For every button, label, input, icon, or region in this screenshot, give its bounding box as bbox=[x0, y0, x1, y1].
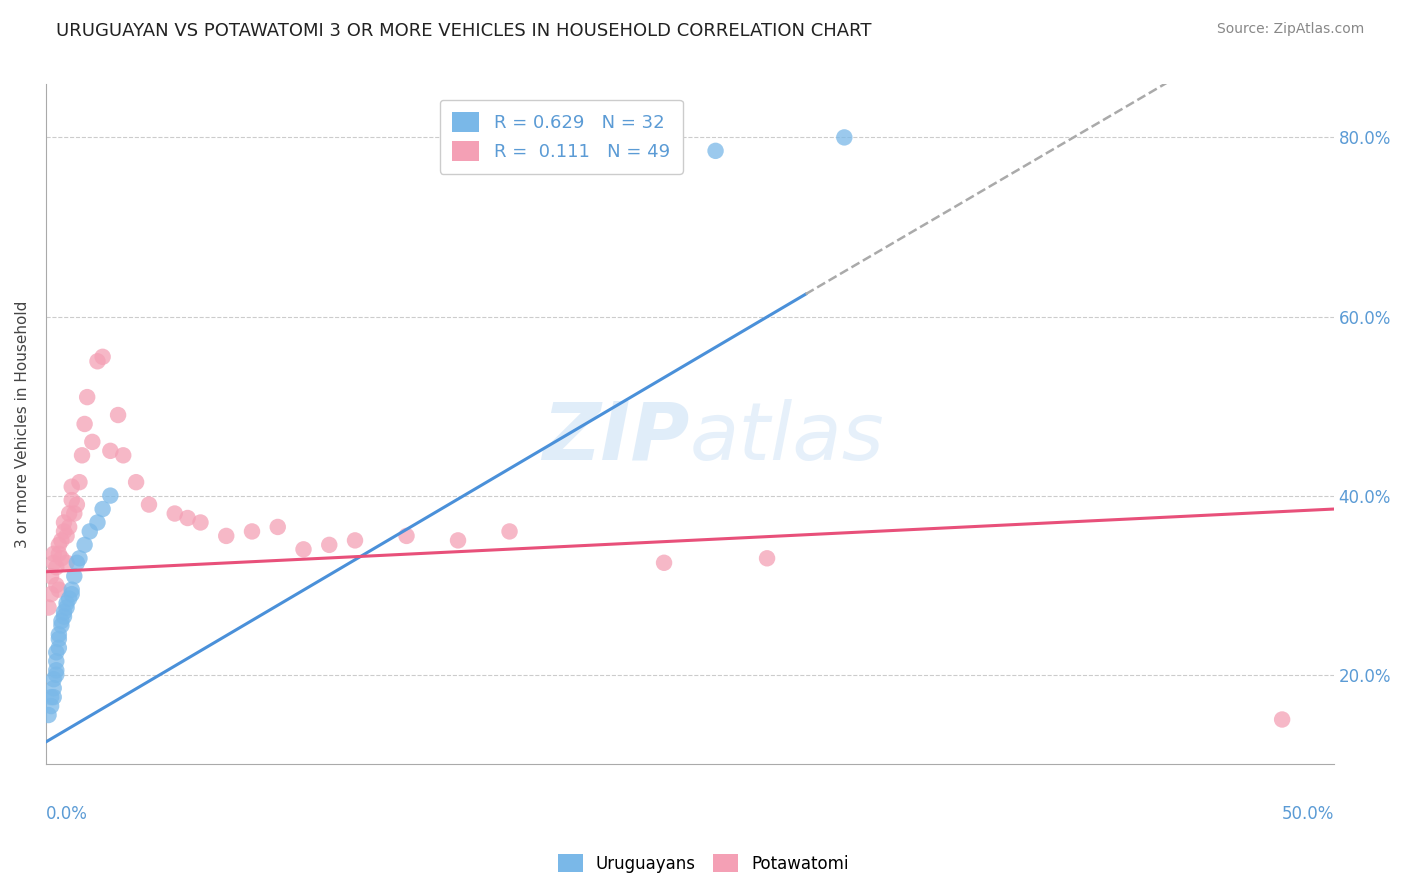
Text: Source: ZipAtlas.com: Source: ZipAtlas.com bbox=[1216, 22, 1364, 37]
Point bbox=[98, 489, 121, 503]
Point bbox=[292, 542, 315, 557]
Point bbox=[107, 408, 129, 422]
Point bbox=[60, 587, 83, 601]
Point bbox=[51, 551, 73, 566]
Point bbox=[51, 618, 73, 632]
Point bbox=[42, 681, 65, 695]
Point bbox=[60, 493, 83, 508]
Point bbox=[63, 569, 86, 583]
Point bbox=[190, 516, 212, 530]
Point bbox=[86, 354, 108, 368]
Text: URUGUAYAN VS POTAWATOMI 3 OR MORE VEHICLES IN HOUSEHOLD CORRELATION CHART: URUGUAYAN VS POTAWATOMI 3 OR MORE VEHICL… bbox=[56, 22, 872, 40]
Point bbox=[91, 502, 114, 516]
Point bbox=[60, 480, 83, 494]
Point bbox=[343, 533, 366, 548]
Point bbox=[51, 614, 73, 628]
Point bbox=[69, 551, 91, 566]
Point bbox=[73, 417, 96, 431]
Point bbox=[652, 556, 675, 570]
Point bbox=[55, 529, 77, 543]
Point bbox=[48, 547, 70, 561]
Point bbox=[38, 708, 60, 723]
Point bbox=[53, 605, 76, 619]
Point bbox=[42, 672, 65, 686]
Point bbox=[53, 609, 76, 624]
Text: 0.0%: 0.0% bbox=[46, 805, 87, 823]
Point bbox=[125, 475, 148, 490]
Y-axis label: 3 or more Vehicles in Household: 3 or more Vehicles in Household bbox=[15, 301, 30, 548]
Point bbox=[112, 448, 135, 462]
Point bbox=[215, 529, 238, 543]
Point bbox=[76, 390, 98, 404]
Point bbox=[82, 434, 104, 449]
Point bbox=[58, 520, 80, 534]
Point bbox=[66, 556, 89, 570]
Point bbox=[395, 529, 418, 543]
Point bbox=[45, 560, 67, 574]
Point bbox=[60, 582, 83, 597]
Point bbox=[66, 498, 89, 512]
Point bbox=[834, 130, 856, 145]
Point bbox=[53, 516, 76, 530]
Point bbox=[48, 582, 70, 597]
Legend: Uruguayans, Potawatomi: Uruguayans, Potawatomi bbox=[551, 847, 855, 880]
Point bbox=[45, 654, 67, 668]
Point bbox=[79, 524, 101, 539]
Point bbox=[55, 596, 77, 610]
Point bbox=[267, 520, 290, 534]
Point bbox=[48, 627, 70, 641]
Point bbox=[39, 587, 62, 601]
Point bbox=[42, 690, 65, 705]
Point bbox=[55, 600, 77, 615]
Point bbox=[53, 524, 76, 539]
Point bbox=[70, 448, 93, 462]
Point bbox=[39, 699, 62, 714]
Point bbox=[42, 556, 65, 570]
Point bbox=[163, 507, 186, 521]
Point bbox=[86, 516, 108, 530]
Point bbox=[138, 498, 160, 512]
Legend: R = 0.629   N = 32, R =  0.111   N = 49: R = 0.629 N = 32, R = 0.111 N = 49 bbox=[440, 100, 682, 174]
Point bbox=[55, 556, 77, 570]
Point bbox=[48, 632, 70, 646]
Point bbox=[498, 524, 520, 539]
Point bbox=[63, 507, 86, 521]
Point bbox=[48, 538, 70, 552]
Point bbox=[98, 443, 121, 458]
Point bbox=[48, 640, 70, 655]
Point bbox=[45, 578, 67, 592]
Point bbox=[69, 475, 91, 490]
Point bbox=[447, 533, 470, 548]
Point bbox=[45, 663, 67, 677]
Point bbox=[73, 538, 96, 552]
Point bbox=[704, 144, 727, 158]
Point bbox=[58, 591, 80, 606]
Point bbox=[39, 569, 62, 583]
Point bbox=[42, 547, 65, 561]
Point bbox=[51, 533, 73, 548]
Point bbox=[38, 600, 60, 615]
Text: atlas: atlas bbox=[690, 399, 884, 476]
Point bbox=[176, 511, 198, 525]
Point bbox=[39, 690, 62, 705]
Point bbox=[318, 538, 340, 552]
Text: 50.0%: 50.0% bbox=[1281, 805, 1334, 823]
Point bbox=[240, 524, 263, 539]
Point bbox=[45, 667, 67, 681]
Point bbox=[58, 507, 80, 521]
Point bbox=[1271, 713, 1294, 727]
Point bbox=[91, 350, 114, 364]
Point bbox=[756, 551, 779, 566]
Text: ZIP: ZIP bbox=[543, 399, 690, 476]
Point bbox=[45, 645, 67, 659]
